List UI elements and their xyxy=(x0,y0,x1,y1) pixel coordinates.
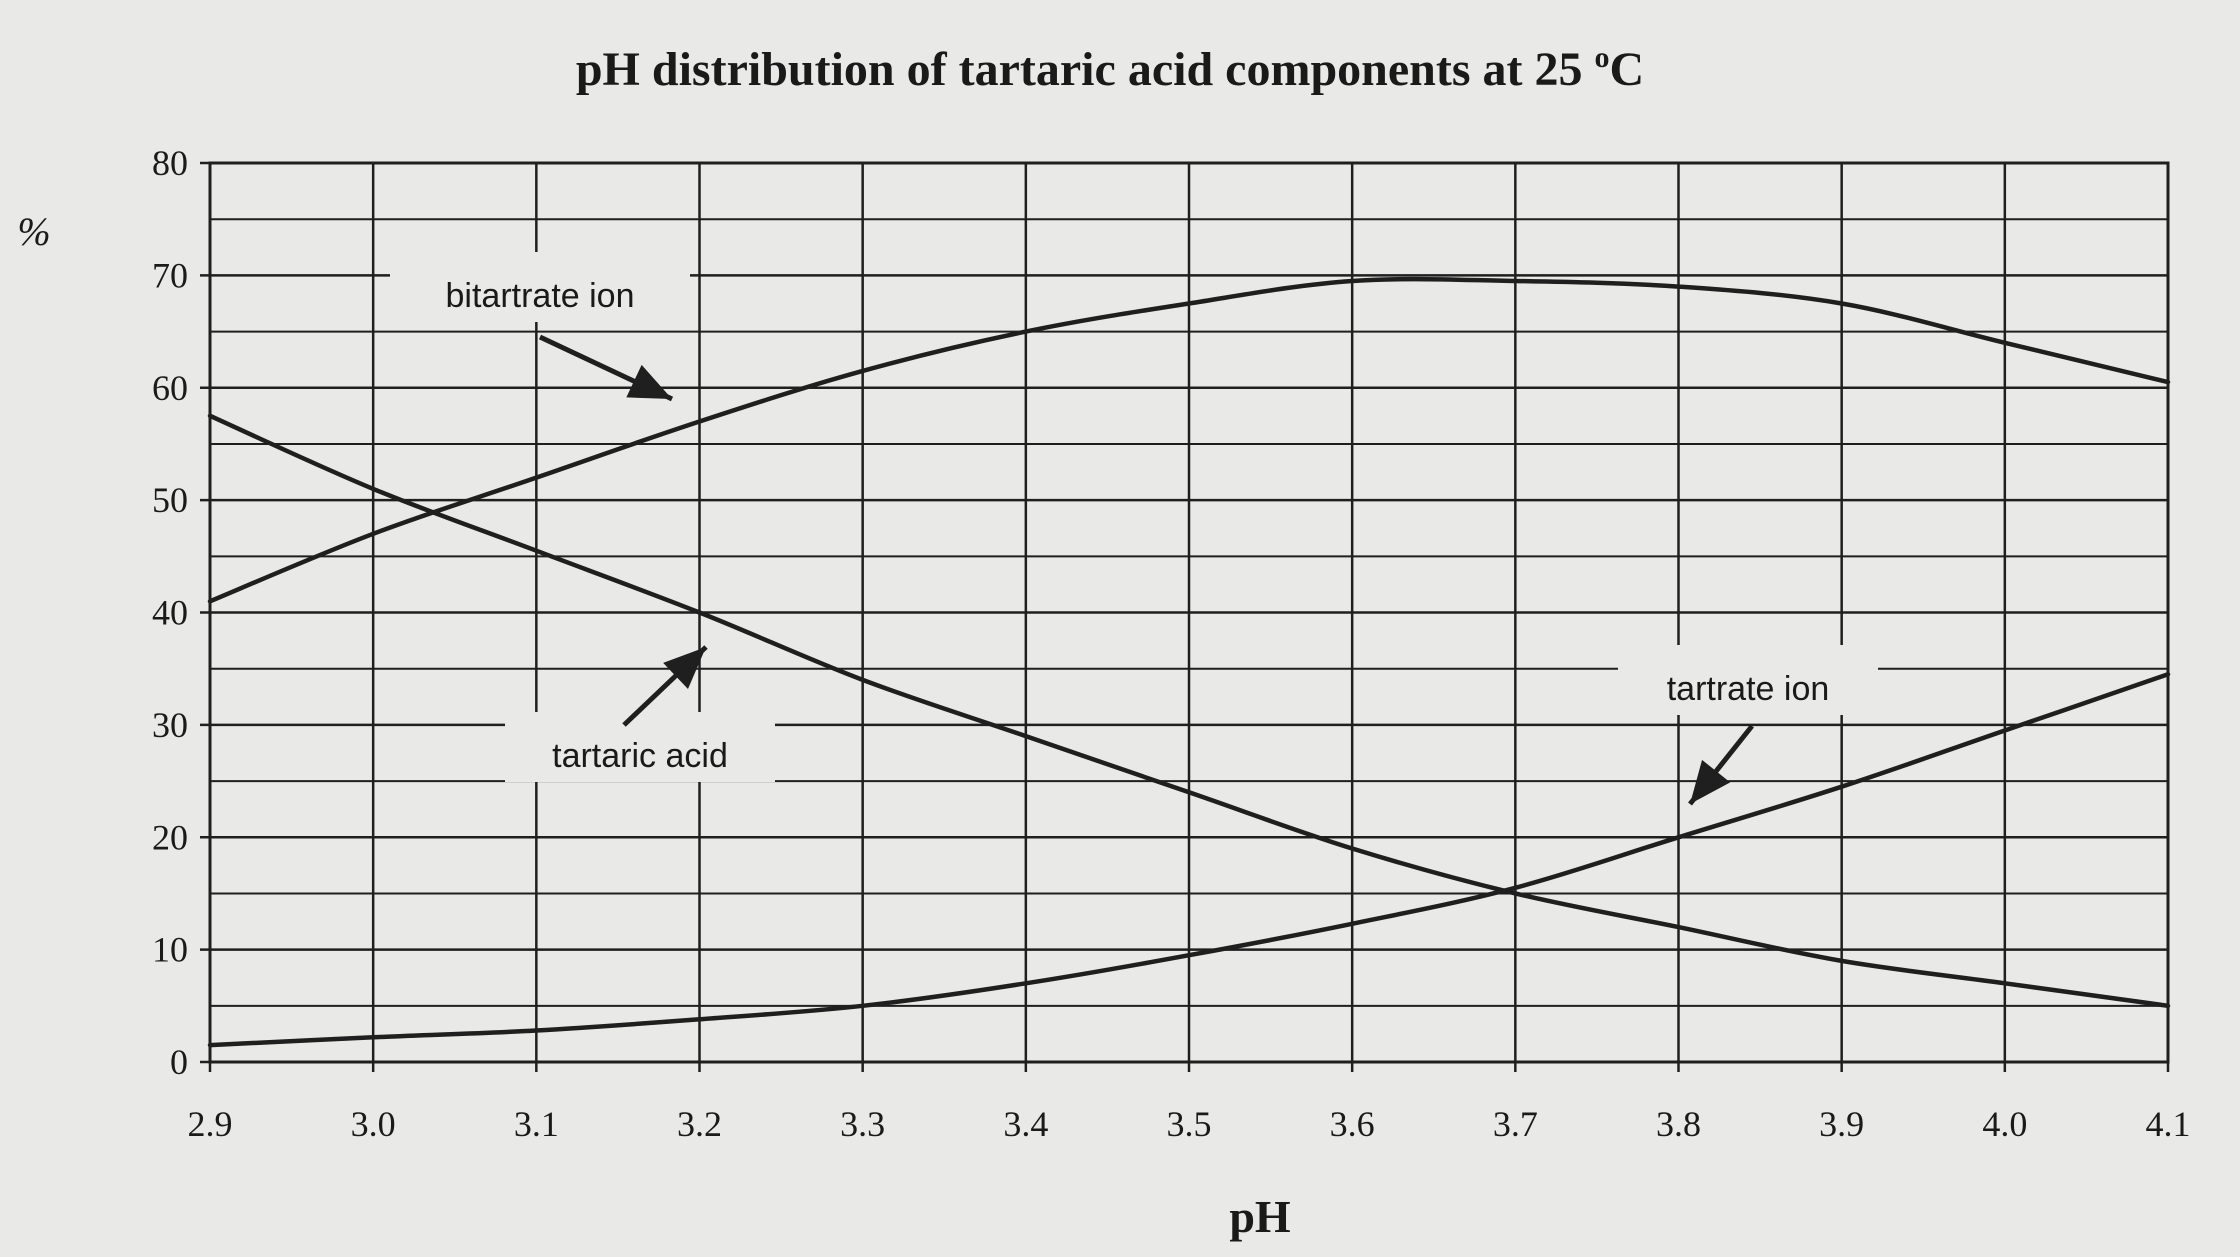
x-tick-label: 3.7 xyxy=(1493,1104,1538,1144)
annotations: bitartrate ion tartaric acid tartrate ion xyxy=(390,252,1878,806)
annotation-label: bitartrate ion xyxy=(446,277,635,315)
chart-title-unit: C xyxy=(1609,43,1644,96)
y-tick-label: 80 xyxy=(152,143,188,183)
x-tick-label: 3.4 xyxy=(1003,1104,1048,1144)
x-tick-label: 3.1 xyxy=(514,1104,559,1144)
chart-title: pH distribution of tartaric acid compone… xyxy=(576,41,1644,96)
series-line-tartaric-acid xyxy=(207,413,2171,1009)
annotation-label-bg xyxy=(505,712,775,782)
annotation-label: tartrate ion xyxy=(1667,670,1830,708)
chart-title-degree: o xyxy=(1594,41,1609,74)
y-tick-label: 10 xyxy=(152,930,188,970)
y-axis-label: % xyxy=(17,209,50,254)
series-line-bitartrate-ion xyxy=(207,276,2171,604)
y-tick-label: 70 xyxy=(152,255,188,295)
x-tick-label: 3.2 xyxy=(677,1104,722,1144)
annotation-label-bg xyxy=(1618,645,1878,715)
annotation-label: tartaric acid xyxy=(552,737,728,775)
chart-title-main: pH distribution of tartaric acid compone… xyxy=(576,43,1595,96)
y-tick-label: 40 xyxy=(152,593,188,633)
x-tick-label: 3.0 xyxy=(351,1104,396,1144)
grid xyxy=(200,161,2170,1072)
y-tick-label: 50 xyxy=(152,480,188,520)
x-tick-label: 4.1 xyxy=(2146,1104,2191,1144)
x-tick-label: 4.0 xyxy=(1982,1104,2027,1144)
series-lines xyxy=(207,276,2171,1048)
x-tick-label: 3.5 xyxy=(1167,1104,1212,1144)
y-tick-label: 30 xyxy=(152,705,188,745)
y-tick-label: 20 xyxy=(152,817,188,857)
x-tick-label: 3.9 xyxy=(1819,1104,1864,1144)
annotation-arrowhead xyxy=(626,364,672,399)
y-tick-label: 60 xyxy=(152,368,188,408)
annotation-label-bg xyxy=(390,252,690,322)
x-axis-label: pH xyxy=(1229,1191,1291,1242)
y-tick-label: 0 xyxy=(170,1042,188,1082)
x-tick-label: 3.3 xyxy=(840,1104,885,1144)
x-tick-label: 3.8 xyxy=(1656,1104,1701,1144)
x-tick-label: 3.6 xyxy=(1330,1104,1375,1144)
annotation-arrowhead xyxy=(663,647,706,689)
series-line-tartrate-ion xyxy=(207,672,2171,1048)
annotation-arrowhead xyxy=(1690,759,1731,804)
x-tick-label: 2.9 xyxy=(188,1104,233,1144)
axis-ticks: 2.9 3.0 3.1 3.2 3.3 3.4 3.5 3.6 3.7 3.8 3.9 4.0 4.1 0… xyxy=(152,143,2191,1144)
